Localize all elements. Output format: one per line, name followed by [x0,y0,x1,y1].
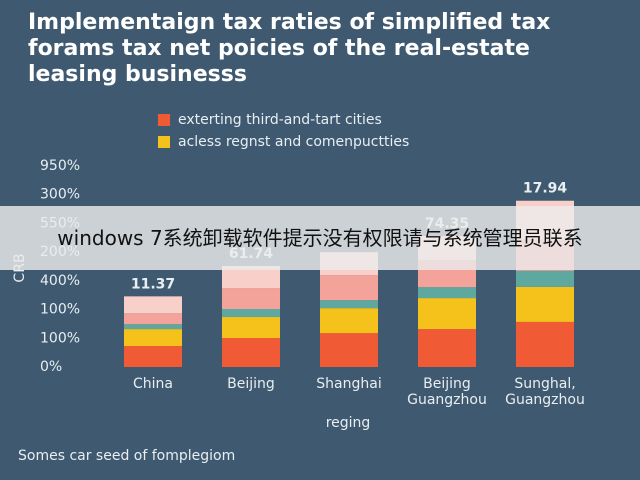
x-tick-label: Beijing [227,376,275,392]
bar-segment [320,275,378,301]
y-tick-label: 400% [40,273,80,289]
bar-segment [320,308,378,334]
bar-segment [418,287,476,299]
bar-segment [418,329,476,367]
bar-label: 11.37 [131,276,175,292]
y-tick-label: 300% [40,187,80,203]
bar-segment [222,317,280,338]
legend-swatch [158,114,170,126]
bar-segment [124,296,182,314]
y-tick-label: 100% [40,330,80,346]
x-tick-label: China [133,376,173,392]
legend-label: exterting third-and-tart cities [178,112,382,128]
bar-segment [516,270,574,287]
bar-segment [222,308,280,318]
overlay-banner: windows 7系统卸载软件提示没有权限请与系统管理员联系 [0,206,640,270]
x-tick-label: Sunghal, Guangzhou [505,376,585,408]
bar-segment [124,346,182,367]
bar-segment [222,337,280,367]
chart-title: Implementaign tax raties of simplified t… [28,10,551,87]
bar-segment [222,265,280,289]
legend-label: acless regnst and comenpuctties [178,134,409,150]
bar-segment [320,300,378,309]
y-tick-label: 100% [40,302,80,318]
x-axis-label: reging [326,415,371,431]
y-tick-label: 0% [40,359,62,375]
y-tick-label: 950% [40,158,80,174]
x-tick-label: Shanghai [316,376,382,392]
bar-segment [124,329,182,347]
bar-label: 17.94 [523,181,568,197]
bar-segment [124,313,182,325]
footer: Somes car seed of fomplegiom [18,448,236,464]
bar-segment [418,298,476,330]
bar-segment [222,288,280,309]
bar-segment [124,324,182,330]
bar-segment [516,321,574,367]
legend-swatch [158,136,170,148]
bar-segment [320,333,378,367]
x-tick-label: Beijing Guangzhou [407,376,487,408]
bar-segment [516,286,574,322]
